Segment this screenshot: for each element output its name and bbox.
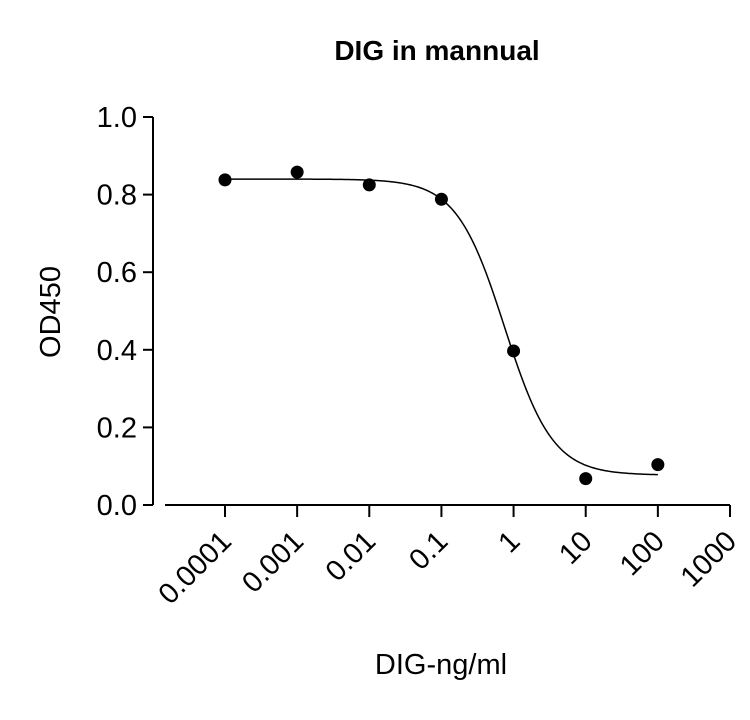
x-tick-label: 1000 bbox=[675, 525, 743, 593]
data-point bbox=[579, 472, 593, 486]
chart-title: DIG in mannual bbox=[334, 35, 539, 66]
y-tick-label: 0.2 bbox=[97, 412, 137, 444]
x-tick-label: 0.0001 bbox=[153, 525, 238, 610]
x-tick-label: 10 bbox=[553, 525, 598, 570]
y-tick-label: 0.0 bbox=[97, 490, 137, 522]
fit-curve bbox=[225, 178, 658, 476]
x-tick-label: 0.01 bbox=[320, 525, 383, 588]
y-tick-label: 0.4 bbox=[97, 335, 137, 367]
data-points-layer bbox=[218, 165, 665, 486]
data-point bbox=[290, 165, 304, 179]
data-point bbox=[434, 192, 448, 206]
y-axis-label: OD450 bbox=[35, 266, 67, 358]
x-tick-label: 0.001 bbox=[236, 525, 310, 599]
data-point bbox=[651, 458, 665, 472]
y-tick-label: 0.6 bbox=[97, 257, 137, 289]
data-point bbox=[507, 344, 521, 358]
y-tick-label: 0.8 bbox=[97, 180, 137, 212]
x-tick-label: 0.1 bbox=[403, 525, 454, 576]
data-point bbox=[362, 178, 376, 192]
x-tick-label: 100 bbox=[614, 525, 671, 582]
x-tick-label: 1 bbox=[492, 525, 526, 559]
y-tick-label: 1.0 bbox=[97, 102, 137, 134]
fit-curve-layer bbox=[225, 178, 658, 476]
x-axis-label: DIG-ng/ml bbox=[375, 649, 507, 681]
data-point bbox=[218, 173, 232, 187]
